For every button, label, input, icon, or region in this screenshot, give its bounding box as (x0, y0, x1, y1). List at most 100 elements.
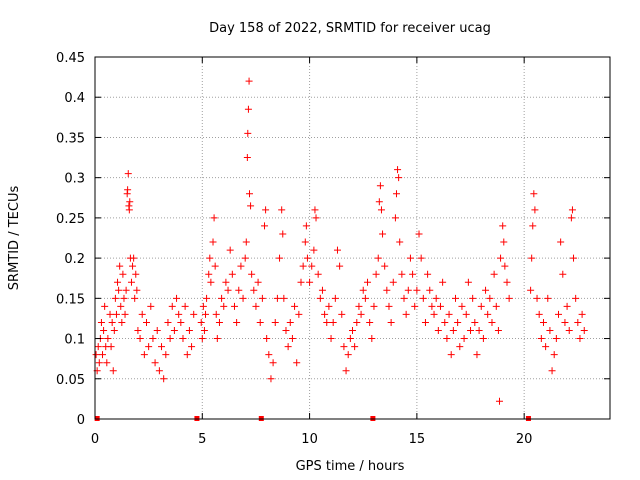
data-point (359, 286, 367, 294)
data-point (396, 238, 404, 246)
data-point (210, 214, 218, 222)
data-point (441, 318, 449, 326)
data-point (103, 359, 111, 367)
data-point (247, 202, 255, 210)
data-point (546, 327, 554, 335)
data-point (415, 230, 423, 238)
y-tick-label: 0.4 (64, 91, 85, 106)
x-tick-label: 20 (516, 432, 533, 447)
data-point (535, 310, 543, 318)
data-point (576, 335, 584, 343)
data-point (568, 206, 576, 214)
data-point (181, 302, 189, 310)
data-point (383, 286, 391, 294)
data-point (445, 310, 453, 318)
data-point (458, 302, 466, 310)
data-point (475, 327, 483, 335)
data-point (131, 294, 139, 302)
data-point (122, 286, 130, 294)
data-point (494, 327, 502, 335)
data-point (115, 286, 123, 294)
data-point (316, 294, 324, 302)
data-point (443, 335, 451, 343)
data-point (329, 318, 337, 326)
data-points (92, 77, 588, 421)
data-point (140, 351, 148, 359)
data-point (548, 367, 556, 375)
data-point (527, 286, 535, 294)
data-point (333, 246, 341, 254)
data-point (241, 254, 249, 262)
data-point (278, 206, 286, 214)
data-point (379, 230, 387, 238)
data-point (168, 302, 176, 310)
data-point (104, 335, 112, 343)
data-point (235, 286, 243, 294)
data-point (503, 278, 511, 286)
data-point (127, 278, 135, 286)
data-point (262, 206, 270, 214)
data-point (164, 318, 172, 326)
data-point (392, 190, 400, 198)
data-point (428, 302, 436, 310)
data-point (110, 327, 118, 335)
data-point (430, 310, 438, 318)
data-point (243, 154, 251, 162)
data-point (308, 262, 316, 270)
data-point (124, 186, 132, 194)
data-point (552, 335, 560, 343)
data-point (492, 302, 500, 310)
data-point (479, 335, 487, 343)
x-tick-label: 0 (91, 432, 99, 447)
data-point (111, 294, 119, 302)
data-point (580, 327, 588, 335)
data-point (211, 262, 219, 270)
data-point (138, 310, 146, 318)
data-point (119, 270, 127, 278)
data-point (400, 294, 408, 302)
y-tick-label: 0.1 (64, 333, 85, 348)
data-point (499, 222, 507, 230)
data-point (220, 302, 228, 310)
data-point (276, 254, 284, 262)
data-point (570, 254, 578, 262)
data-point (424, 270, 432, 278)
data-point (233, 318, 241, 326)
data-point (199, 302, 207, 310)
data-point (245, 77, 253, 85)
data-point (155, 367, 163, 375)
data-point (213, 335, 221, 343)
data-point (130, 254, 138, 262)
data-point (256, 318, 264, 326)
data-point (411, 302, 419, 310)
data-point (484, 310, 492, 318)
data-point (114, 278, 122, 286)
data-point (432, 294, 440, 302)
data-point (469, 294, 477, 302)
data-point (230, 302, 238, 310)
data-point (190, 310, 198, 318)
data-point (385, 302, 393, 310)
data-point (331, 294, 339, 302)
data-point (312, 214, 320, 222)
data-point (395, 174, 403, 182)
data-point (467, 327, 475, 335)
data-point (406, 254, 414, 262)
data-point (404, 286, 412, 294)
data-point (321, 310, 329, 318)
chart-title: Day 158 of 2022, SRMTID for receiver uca… (209, 21, 491, 36)
data-point (375, 198, 383, 206)
data-point (129, 262, 137, 270)
data-point (486, 294, 494, 302)
data-point (344, 351, 352, 359)
data-point (293, 359, 301, 367)
data-point (203, 294, 211, 302)
data-point (134, 327, 142, 335)
data-point (279, 230, 287, 238)
data-point (505, 294, 513, 302)
data-point (183, 351, 191, 359)
data-point (116, 262, 124, 270)
data-point (112, 310, 120, 318)
axis-ticks: 0 0.05 0.1 0.15 0.2 0.25 0.3 0.35 0.4 0.45 0 5 10 15 2… (56, 51, 610, 447)
